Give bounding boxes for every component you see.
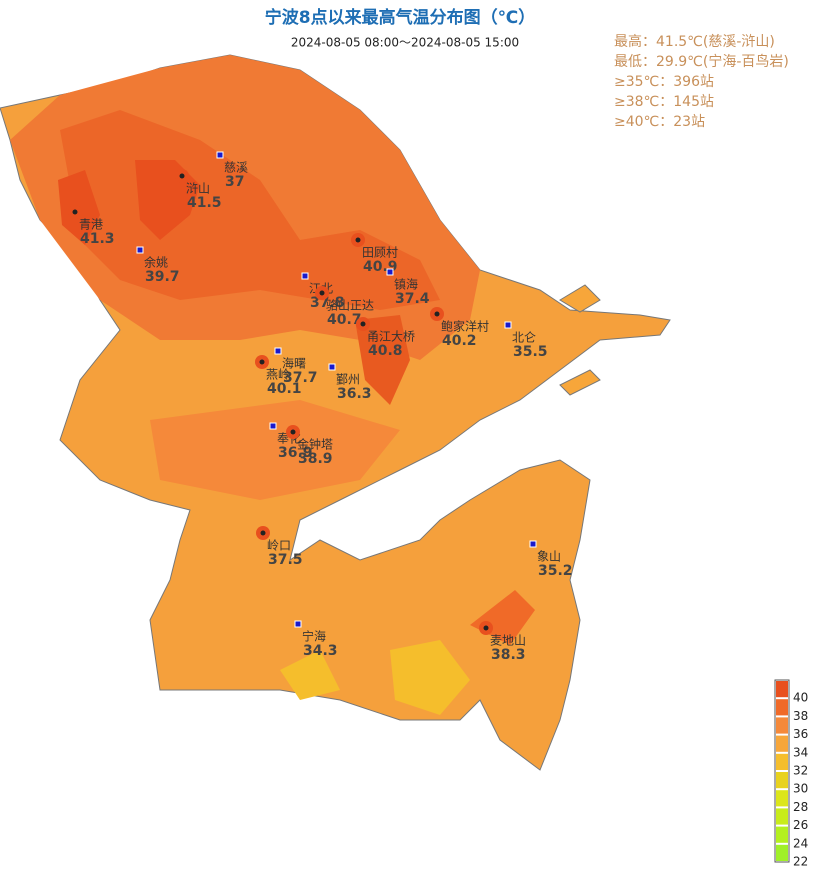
station-name: 燕岭	[266, 368, 290, 382]
legend-label: 24	[793, 836, 808, 850]
station-dot	[319, 290, 325, 296]
title: 宁波8点以来最高气温分布图（℃）	[265, 7, 535, 28]
legend-swatch	[776, 681, 788, 698]
station-name: 田顾村	[362, 246, 398, 260]
stat-line: 最低：29.9℃(宁海-百鸟岩)	[614, 53, 789, 70]
station-name: 宁海	[302, 629, 326, 644]
station-value: 38.3	[491, 647, 526, 663]
station-square	[269, 422, 277, 430]
station-name: 甬江大桥	[367, 330, 415, 344]
station-value: 40.7	[327, 312, 362, 328]
station-dot	[260, 530, 266, 536]
legend-label: 32	[793, 764, 808, 778]
legend-label: 28	[793, 800, 808, 814]
zone-cool	[280, 650, 340, 700]
station-square	[386, 268, 394, 276]
legend-label: 40	[793, 691, 808, 705]
station-name: 镇海	[394, 277, 418, 292]
station-dot	[355, 237, 361, 243]
station-value: 36.3	[337, 386, 372, 402]
temperature-zones	[10, 55, 535, 715]
station-value: 35.5	[513, 344, 548, 360]
station-dot	[290, 429, 296, 435]
station-value: 40.2	[442, 333, 477, 349]
legend-border	[774, 679, 790, 863]
station-value: 37.7	[283, 370, 318, 386]
zone-hottest	[355, 315, 410, 405]
legend-label: 38	[793, 709, 808, 723]
stat-line: ≥38℃：145站	[614, 94, 714, 110]
zone-cool	[390, 640, 470, 715]
legend-label: 30	[793, 782, 808, 796]
station-name: 海曙	[282, 356, 306, 371]
station-name: 象山	[537, 550, 561, 564]
station-square	[504, 321, 512, 329]
station-square	[301, 272, 309, 280]
station-name: 麦地山	[490, 634, 526, 648]
station-value: 41.5	[187, 195, 222, 211]
stat-line: ≥40℃：23站	[614, 114, 705, 130]
subtitle: 2024-08-05 08:00～2024-08-05 15:00	[291, 36, 519, 50]
station-name: 鲍家洋村	[441, 319, 489, 334]
legend-label: 36	[793, 727, 808, 741]
legend-swatch	[776, 790, 788, 807]
station-dot	[179, 173, 185, 179]
station-value: 40.8	[368, 343, 403, 359]
station-value: 37.4	[395, 291, 430, 307]
legend-label: 34	[793, 745, 808, 759]
legend-swatch	[776, 753, 788, 770]
station-square	[216, 151, 224, 159]
station-value: 38.9	[298, 451, 333, 467]
station-value: 36.9	[278, 445, 313, 461]
zone-mid	[150, 400, 400, 500]
station-name: 慈溪	[224, 160, 248, 175]
station-value: 34.3	[303, 643, 338, 659]
station-dot	[434, 311, 440, 317]
station-name: 浒山	[186, 182, 210, 196]
station-square	[294, 620, 302, 628]
station-value: 37.5	[268, 552, 303, 568]
station-name: 北仑	[512, 331, 536, 345]
island	[559, 369, 601, 396]
station-dot	[72, 209, 78, 215]
legend-swatch	[776, 808, 788, 825]
legend-label: 22	[793, 855, 808, 869]
station-dot	[483, 625, 489, 631]
legend-swatch	[776, 717, 788, 734]
station-name: 青港	[79, 218, 103, 232]
legend-label: 26	[793, 818, 808, 832]
station-square	[274, 347, 282, 355]
station-name: 骆山正达	[326, 298, 374, 313]
stat-line: ≥35℃：396站	[614, 74, 714, 90]
station-dot	[259, 359, 265, 365]
station-name: 岭口	[267, 539, 291, 553]
station-name: 余姚	[144, 255, 168, 270]
legend-swatch	[776, 772, 788, 789]
stat-line: 最高：41.5℃(慈溪-浒山)	[614, 33, 775, 50]
legend-swatch	[776, 699, 788, 716]
station-square	[328, 363, 336, 371]
station-name: 金钟塔	[297, 437, 333, 452]
legend-swatch	[776, 844, 788, 861]
station-value: 40.1	[267, 381, 302, 397]
station-value: 39.7	[145, 269, 180, 285]
station-dot	[360, 321, 366, 327]
station-value: 35.2	[538, 563, 573, 579]
legend-swatch	[776, 735, 788, 752]
station-name: 鄞州	[336, 373, 360, 387]
station-square	[529, 540, 537, 548]
station-value: 41.3	[80, 231, 115, 247]
station-square	[136, 246, 144, 254]
legend-swatch	[776, 826, 788, 843]
legend-frame	[774, 679, 790, 863]
station-value: 37	[225, 174, 244, 190]
island	[559, 284, 601, 313]
